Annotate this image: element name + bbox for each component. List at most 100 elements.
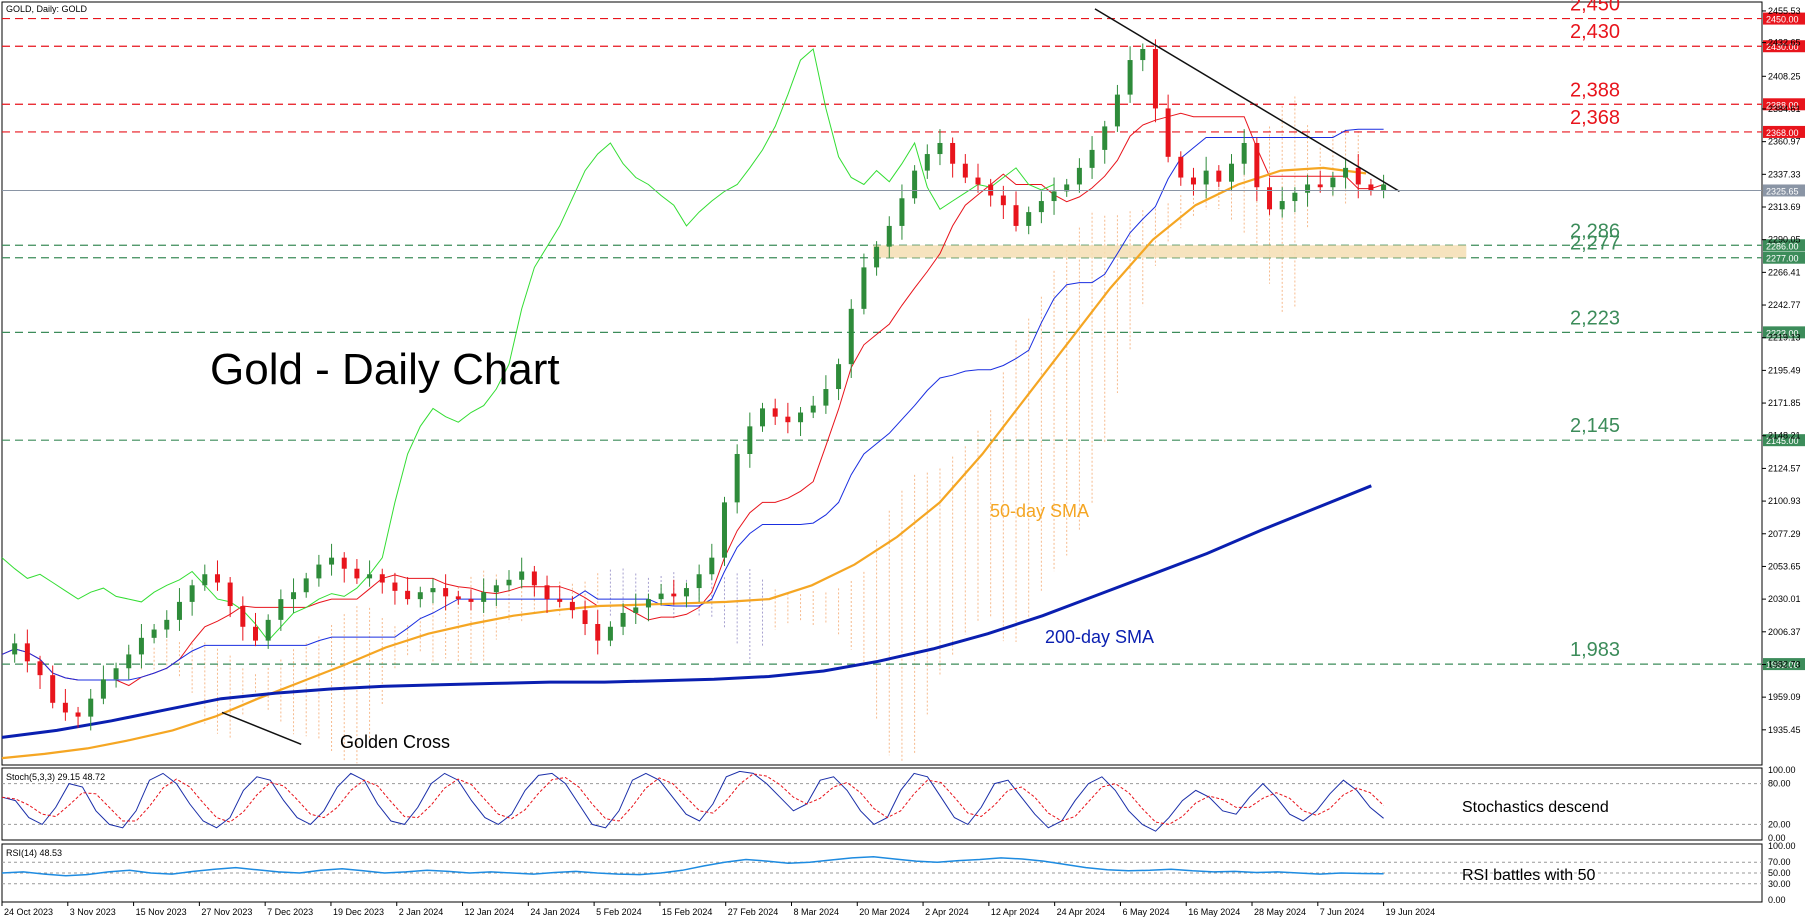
stochastic-annotation: Stochastics descend [1462,799,1609,816]
candle-body [557,599,563,602]
tenkan-line [1,112,1384,687]
candle-body [1076,167,1082,185]
level-tag-bg [1763,434,1805,447]
candle-body [1140,48,1146,61]
candle-body [1051,191,1057,202]
candle-body [227,582,233,607]
x-tick-label: 5 Feb 2024 [596,907,642,917]
candle-body [760,408,766,427]
candle-body [683,588,689,597]
candle-body [1038,201,1044,213]
y-tick-label: 2030.01 [1768,594,1801,604]
candle-body [417,592,423,600]
y-tick-label: 2432.65 [1768,38,1801,48]
level-label: 2,223 [1570,307,1620,329]
candle-body [12,643,18,655]
level-tag: 2145.00 [1766,436,1799,446]
x-tick-label: 8 Mar 2024 [793,907,839,917]
level-tag-bg [1763,40,1805,53]
trendline [221,711,302,745]
candle-body [823,389,829,406]
sma200-line [1,484,1372,739]
level-tag: 2388.00 [1766,100,1799,110]
chikou-line [1,48,1055,642]
y-tick-label: 2006.37 [1768,627,1801,637]
kijun-line [1,128,1384,681]
candle-body [531,571,537,586]
x-tick-label: 15 Feb 2024 [662,907,713,917]
support-zone-band [873,245,1467,258]
candle-body [1152,48,1158,109]
price-tag: 2325.65 [1766,186,1799,196]
candle-body [62,702,68,713]
candle-body [265,619,271,641]
sma50-line [1,166,1367,760]
y-tick-label: 2148.21 [1768,431,1801,441]
level-label: 2,145 [1570,415,1620,437]
x-tick-label: 28 May 2024 [1254,907,1306,917]
x-tick-label: 7 Jun 2024 [1320,907,1365,917]
x-tick-label: 19 Jun 2024 [1386,907,1436,917]
level-tag: 2450.00 [1766,15,1799,25]
candle-body [341,557,347,569]
level-label: 2,368 [1570,107,1620,129]
level-tag-bg [1763,125,1805,138]
candle-body [37,661,43,676]
candle-body [1279,201,1285,210]
candle-body [164,619,170,630]
x-tick-label: 24 Jan 2024 [530,907,580,917]
y-tick-label: 2408.25 [1768,71,1801,81]
candle-body [1330,177,1336,188]
candle-body [1305,184,1311,193]
stoch-tick-label: 80.00 [1768,779,1791,789]
candle-body [950,142,956,164]
candle-body [354,568,360,579]
x-tick-label: 2 Apr 2024 [925,907,969,917]
level-tag-bg [1763,658,1805,671]
rsi-tick-label: 30.00 [1768,879,1791,889]
candle-body [1178,156,1184,178]
level-label: 2,277 [1570,233,1620,255]
x-tick-label: 12 Jan 2024 [465,907,515,917]
candle-body [138,637,144,655]
candle-body [481,592,487,602]
y-tick-label: 2266.41 [1768,267,1801,277]
golden-cross-annotation: Golden Cross [340,732,450,752]
sma200-annotation: 200-day SMA [1045,627,1154,647]
candle-body [1114,94,1120,127]
stoch-d-line [1,773,1384,825]
candle-body [937,142,943,155]
stoch-tick-label: 0.00 [1768,833,1786,843]
candle-body [392,582,398,591]
candle-body [24,643,30,662]
candle-body [202,574,208,586]
candle-body [1317,184,1323,188]
candle-body [455,596,461,600]
stoch-tick-label: 20.00 [1768,819,1791,829]
candle-body [493,585,499,593]
rsi-tick-label: 50.00 [1768,868,1791,878]
candle-body [303,578,309,593]
y-tick-label: 2219.13 [1768,333,1801,343]
y-axis: 2455.53 2432.65 2408.25 2384.61 2360.97 2337.… [2,6,1805,735]
candle-body [633,607,639,613]
candle-body [924,154,930,171]
candle-body [100,679,106,699]
candle-body [544,585,550,600]
x-tick-label: 3 Nov 2023 [70,907,116,917]
stochastic-panel: 100.00 80.00 20.00 0.00 [1,765,1796,843]
candle-body [291,592,297,600]
x-axis: 24 Oct 2023 3 Nov 2023 15 Nov 2023 27 Nov 2… [1,902,1436,917]
y-tick-label: 2100.93 [1768,496,1801,506]
candle-body [468,599,474,602]
candle-body [582,610,588,625]
candle-body [620,612,626,627]
y-tick-label: 2455.53 [1768,6,1801,16]
y-tick-label: 2053.65 [1768,561,1801,571]
candle-body [721,502,727,558]
candle-body [50,675,56,703]
candle-body [836,364,842,390]
candle-body [1267,187,1273,210]
candle-body [1368,184,1374,190]
